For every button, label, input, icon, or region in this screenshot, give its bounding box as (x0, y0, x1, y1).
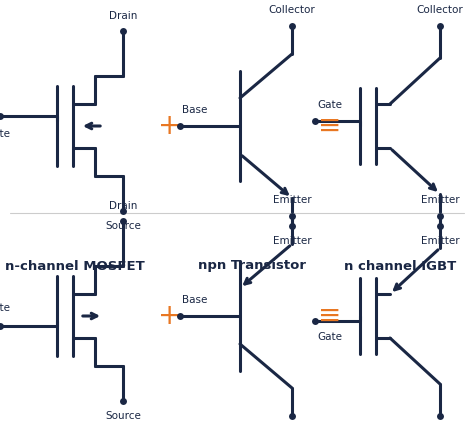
Text: +: + (158, 112, 182, 140)
Text: ≡: ≡ (319, 112, 342, 140)
Text: Gate: Gate (317, 332, 342, 342)
Text: Emitter: Emitter (273, 236, 311, 246)
Text: Gate: Gate (317, 100, 342, 110)
Text: Emitter: Emitter (421, 236, 459, 246)
Text: Gate: Gate (0, 303, 10, 313)
Text: ≡: ≡ (319, 302, 342, 330)
Text: Emitter: Emitter (273, 195, 311, 205)
Text: Emitter: Emitter (421, 195, 459, 205)
Text: Base: Base (182, 295, 207, 305)
Text: Base: Base (182, 105, 207, 115)
Text: Collector: Collector (417, 5, 464, 15)
Text: Drain: Drain (109, 201, 137, 211)
Text: +: + (158, 302, 182, 330)
Text: n channel IGBT: n channel IGBT (344, 259, 456, 273)
Text: n-channel MOSFET: n-channel MOSFET (5, 259, 145, 273)
Text: Source: Source (105, 221, 141, 231)
Text: npn Transistor: npn Transistor (198, 259, 306, 273)
Text: Source: Source (105, 411, 141, 421)
Text: Gate: Gate (0, 129, 10, 139)
Text: Drain: Drain (109, 11, 137, 21)
Text: Collector: Collector (269, 5, 315, 15)
